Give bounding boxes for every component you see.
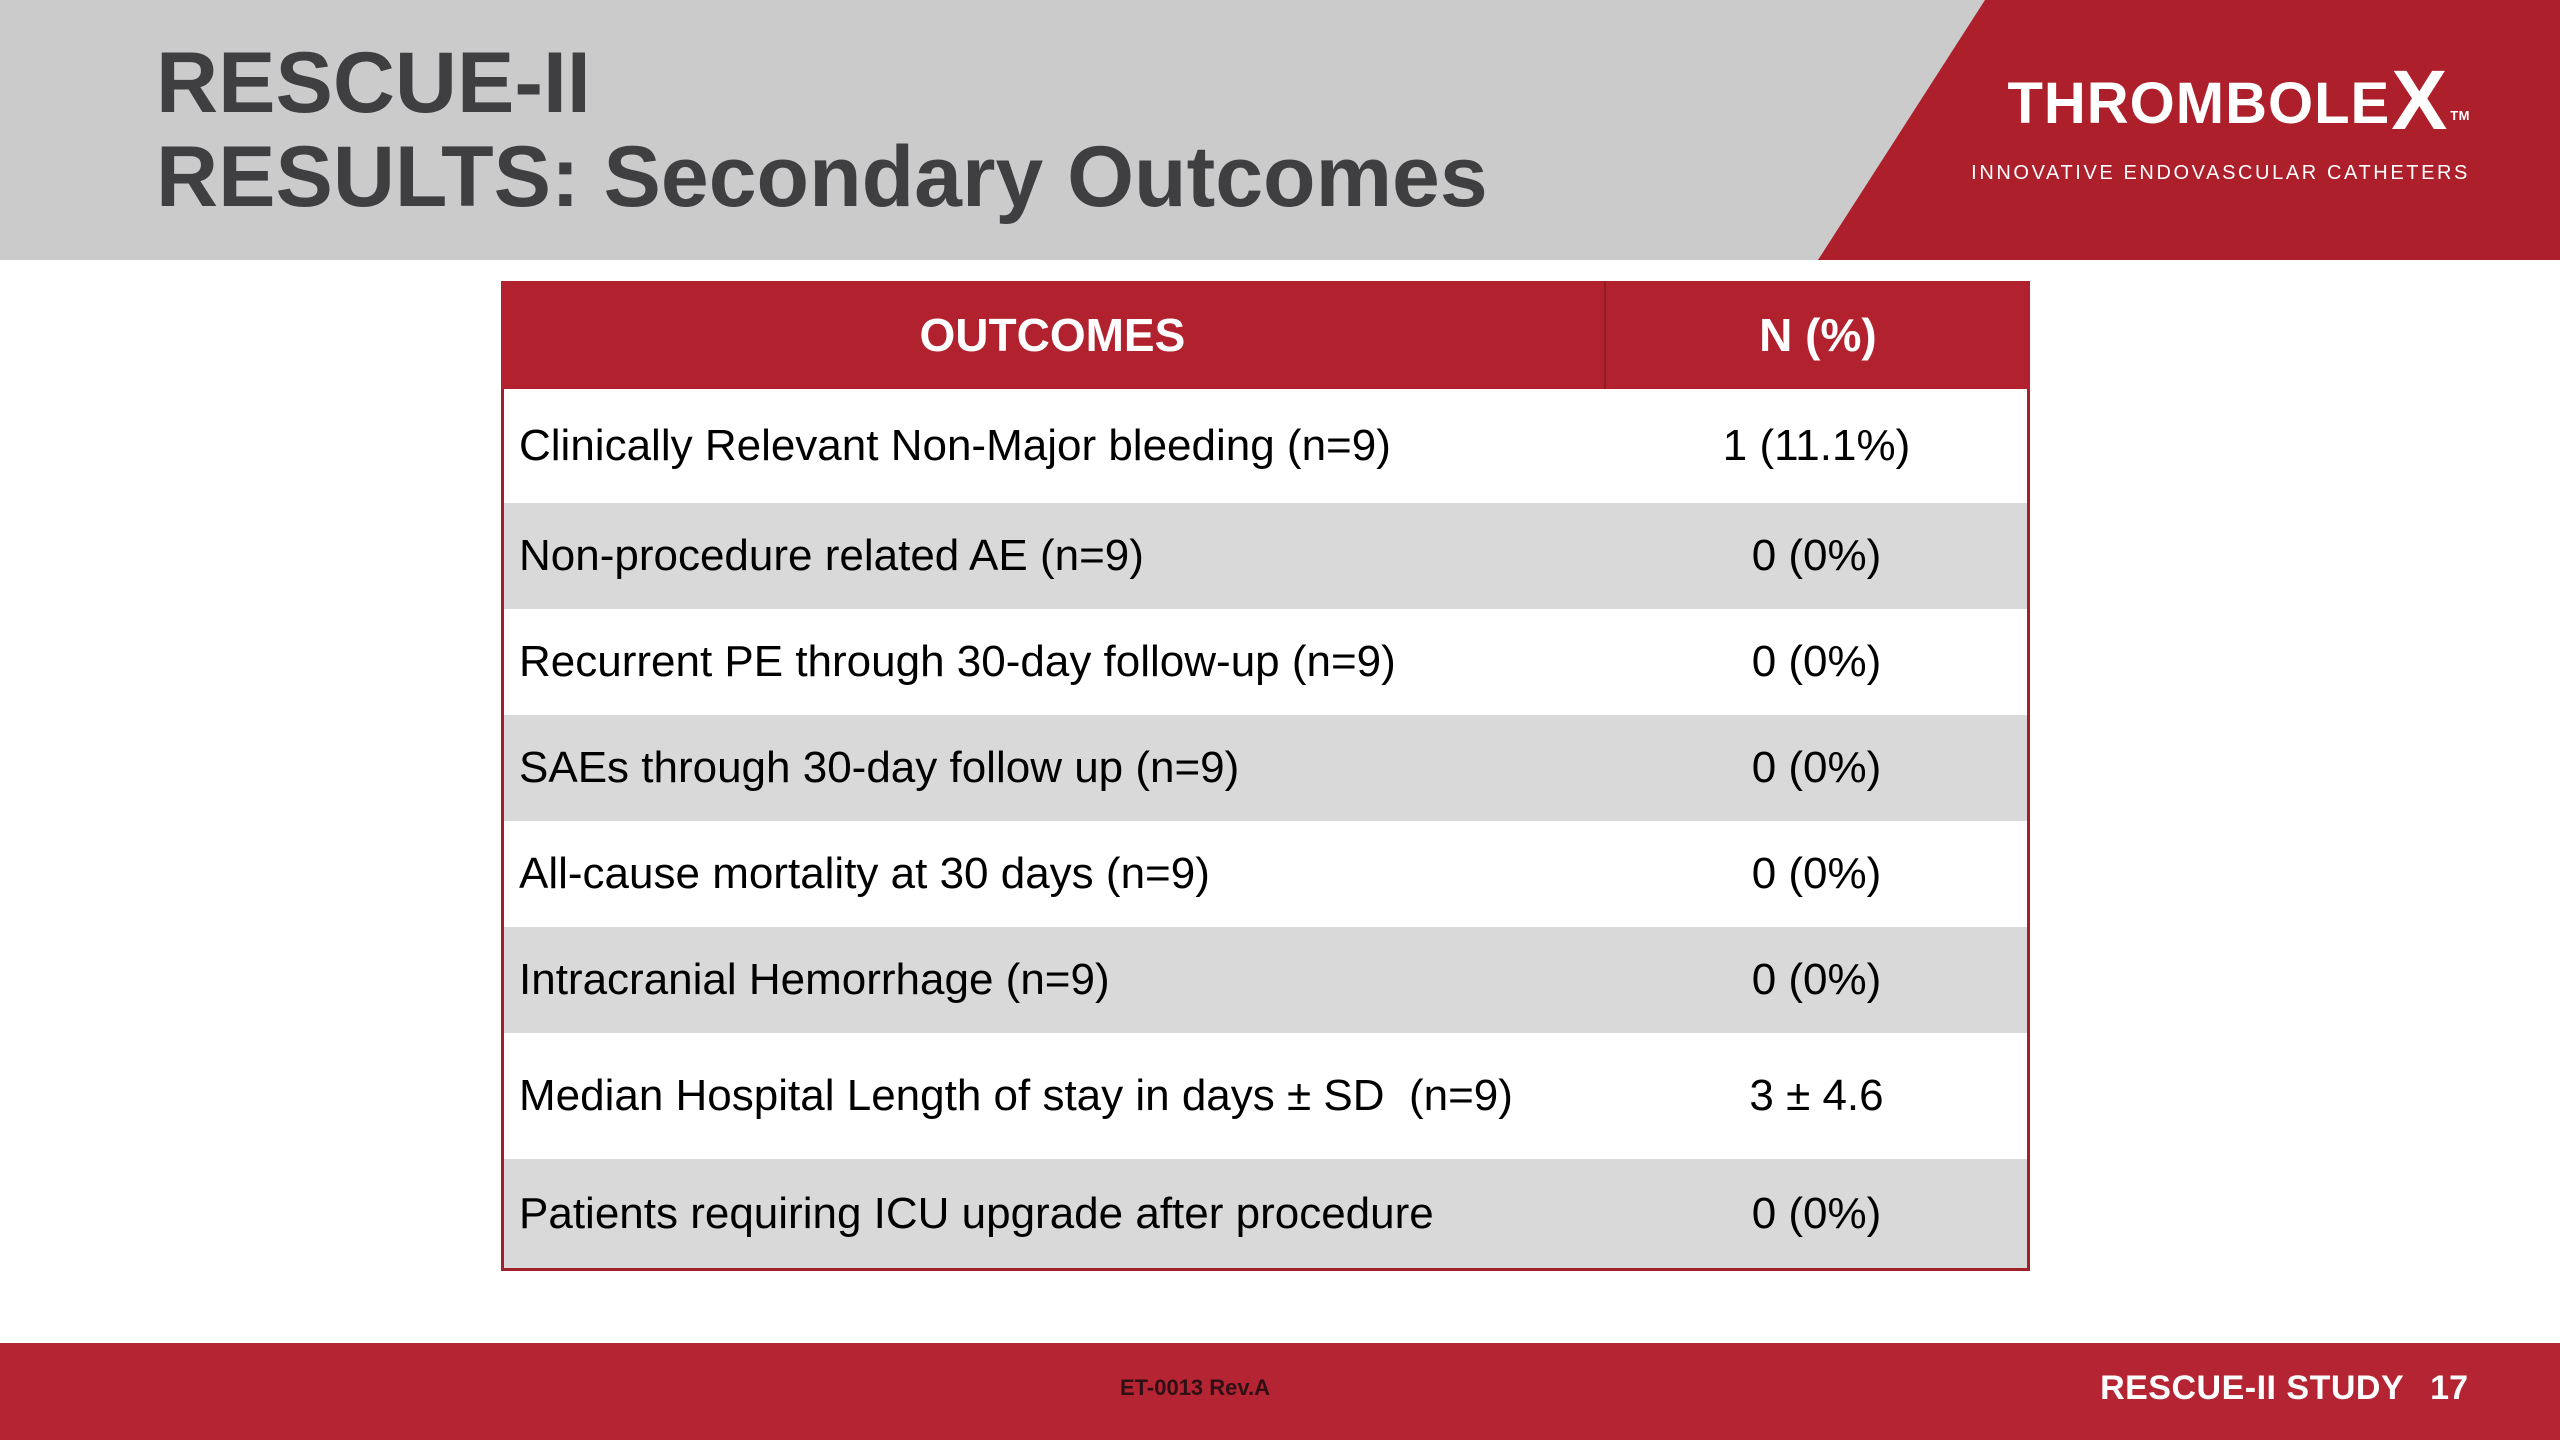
value-cell: 0 (0%) <box>1751 955 1882 1004</box>
page-title-line1: RESCUE-II <box>156 35 591 131</box>
table-row: SAEs through 30-day follow up (n=9) 0 (0… <box>504 715 2027 821</box>
outcome-cell: Intracranial Hemorrhage (n=9) <box>519 955 1110 1004</box>
column-header-outcomes: OUTCOMES <box>919 309 1186 361</box>
value-cell: 0 (0%) <box>1751 849 1882 898</box>
footer-right-group: RESCUE-II STUDY 17 <box>2100 1369 2468 1408</box>
document-reference: ET-0013 Rev.A <box>1120 1375 1271 1400</box>
table-body: Clinically Relevant Non-Major bleeding (… <box>504 389 2027 1268</box>
table-row: Non-procedure related AE (n=9) 0 (0%) <box>504 503 2027 609</box>
page-number: 17 <box>2430 1369 2468 1407</box>
brand-logo: THROMBOLEX TM INNOVATIVE ENDOVASCULAR CAT… <box>1971 53 2470 185</box>
table-row: Recurrent PE through 30-day follow-up (n… <box>504 609 2027 715</box>
outcome-cell: Non-procedure related AE (n=9) <box>519 531 1144 580</box>
table-header-row: OUTCOMES N (%) <box>501 281 2030 389</box>
outcome-cell: Patients requiring ICU upgrade after pro… <box>519 1188 1434 1238</box>
table-row: Intracranial Hemorrhage (n=9) 0 (0%) <box>504 927 2027 1033</box>
page-title: RESCUE-II RESULTS: Secondary Outcomes <box>156 36 1488 224</box>
value-cell: 0 (0%) <box>1751 1188 1882 1238</box>
table-row: Clinically Relevant Non-Major bleeding (… <box>504 389 2027 503</box>
outcome-cell: All-cause mortality at 30 days (n=9) <box>519 849 1210 898</box>
value-cell: 0 (0%) <box>1751 743 1882 792</box>
study-label: RESCUE-II STUDY <box>2100 1369 2405 1407</box>
value-cell: 3 ± 4.6 <box>1749 1071 1884 1120</box>
outcome-cell: SAEs through 30-day follow up (n=9) <box>519 743 1240 792</box>
outcome-cell: Clinically Relevant Non-Major bleeding (… <box>519 421 1391 470</box>
trademark-symbol: TM <box>2450 108 2470 123</box>
brand-wordmark-text: THROMBOLE <box>2007 71 2391 136</box>
outcomes-table: OUTCOMES N (%) Clinically Relevant Non-M… <box>501 281 2030 1271</box>
page-title-line2: RESULTS: Secondary Outcomes <box>156 129 1488 225</box>
value-cell: 1 (11.1%) <box>1722 421 1911 470</box>
outcome-cell: Recurrent PE through 30-day follow-up (n… <box>519 637 1396 686</box>
column-header-n-pct: N (%) <box>1603 281 2030 389</box>
value-cell: 0 (0%) <box>1751 637 1882 686</box>
brand-wordmark: THROMBOLEX TM <box>2007 53 2470 147</box>
value-cell: 0 (0%) <box>1751 531 1882 580</box>
brand-tagline: INNOVATIVE ENDOVASCULAR CATHETERS <box>1971 162 2470 184</box>
table-row: Median Hospital Length of stay in days ±… <box>504 1033 2027 1159</box>
table-row: Patients requiring ICU upgrade after pro… <box>504 1159 2027 1268</box>
outcome-cell: Median Hospital Length of stay in days ±… <box>519 1071 1513 1120</box>
footer-bar: ET-0013 Rev.A RESCUE-II STUDY 17 <box>0 1343 2560 1440</box>
table-row: All-cause mortality at 30 days (n=9) 0 (… <box>504 821 2027 927</box>
